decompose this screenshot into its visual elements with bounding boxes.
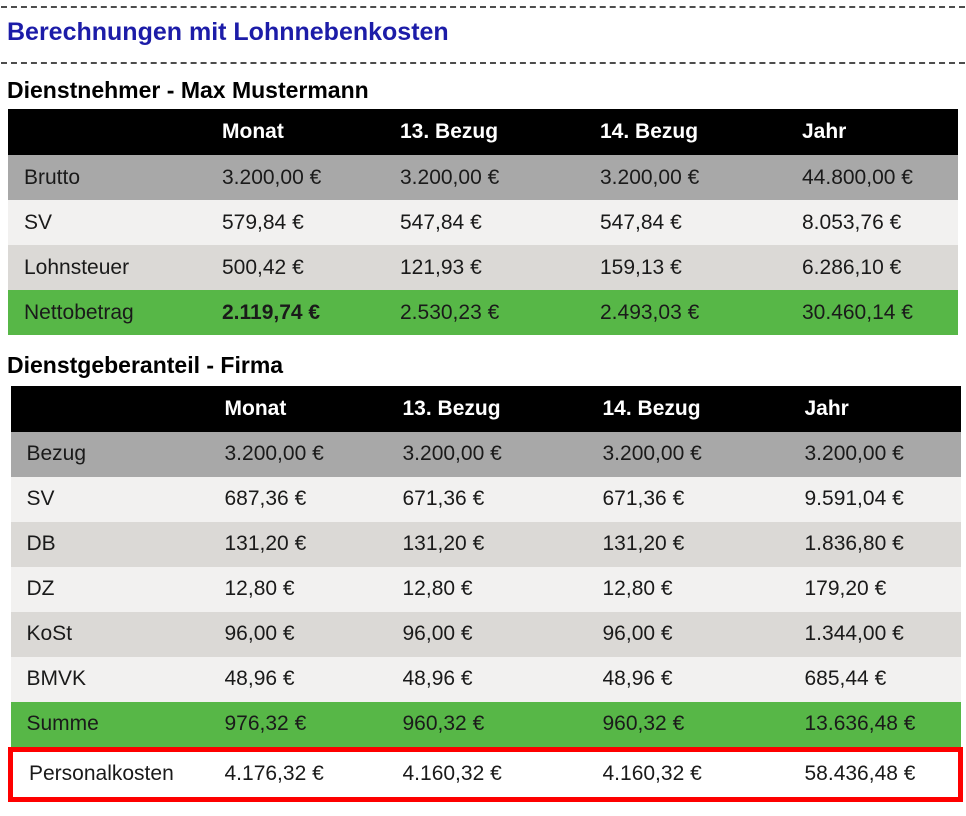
column-header-14-bezug: 14. Bezug xyxy=(586,385,789,432)
column-header-jahr: Jahr xyxy=(786,109,958,156)
cell-value: 179,20 € xyxy=(788,566,961,612)
cell-value: 671,36 € xyxy=(586,476,789,522)
cell-value: 4.160,32 € xyxy=(586,746,789,802)
cell-value: 12,80 € xyxy=(386,566,587,612)
cell-value: 8.053,76 € xyxy=(786,200,958,246)
column-header-monat: Monat xyxy=(206,109,384,156)
table-header-row: Monat 13. Bezug 14. Bezug Jahr xyxy=(10,385,961,432)
table-header-row: Monat 13. Bezug 14. Bezug Jahr xyxy=(8,109,958,156)
cell-value: 687,36 € xyxy=(208,476,387,522)
table-row-brutto: Brutto 3.200,00 €3.200,00 €3.200,00 €44.8… xyxy=(8,155,958,201)
cell-value: 121,93 € xyxy=(384,245,584,291)
cell-value: 30.460,14 € xyxy=(786,290,958,336)
cell-value: 6.286,10 € xyxy=(786,245,958,291)
cell-value: 685,44 € xyxy=(788,656,961,702)
cell-value: 131,20 € xyxy=(386,521,587,567)
table-row-nettobetrag: Nettobetrag 2.119,74 €2.530,23 €2.493,03 … xyxy=(8,290,958,336)
row-label: DZ xyxy=(10,566,209,612)
table-row-lohnsteuer: Lohnsteuer 500,42 €121,93 €159,13 €6.286,… xyxy=(8,245,958,291)
cell-value: 3.200,00 € xyxy=(584,155,786,201)
cell-value: 579,84 € xyxy=(206,200,384,246)
table-dienstnehmer: Monat 13. Bezug 14. Bezug Jahr Brutto 3.200,0… xyxy=(8,109,958,336)
row-label: Bezug xyxy=(10,431,209,477)
table-row-sv: SV 687,36 €671,36 €671,36 €9.591,04 € xyxy=(10,476,961,522)
table-dienstgeberanteil: Monat 13. Bezug 14. Bezug Jahr Bezug 3.200,00… xyxy=(8,385,963,802)
cell-value: 976,32 € xyxy=(208,701,387,750)
cell-value: 96,00 € xyxy=(586,611,789,657)
column-header-jahr: Jahr xyxy=(788,385,961,432)
table-row-bmvk: BMVK 48,96 €48,96 €48,96 €685,44 € xyxy=(10,656,961,702)
cell-value: 131,20 € xyxy=(586,521,789,567)
cell-value: 96,00 € xyxy=(386,611,587,657)
cell-value: 48,96 € xyxy=(386,656,587,702)
cell-value: 3.200,00 € xyxy=(206,155,384,201)
cell-value: 48,96 € xyxy=(208,656,387,702)
section-title-dienstgeberanteil: Dienstgeberanteil - Firma xyxy=(7,352,284,379)
column-header-empty xyxy=(10,385,209,432)
cell-value: 3.200,00 € xyxy=(208,431,387,477)
document-page: Berechnungen mit Lohnnebenkosten Dienstn… xyxy=(0,6,966,816)
cell-value: 3.200,00 € xyxy=(386,431,587,477)
cell-value: 2.530,23 € xyxy=(384,290,584,336)
table-row-sv: SV 579,84 €547,84 €547,84 €8.053,76 € xyxy=(8,200,958,246)
cell-value: 9.591,04 € xyxy=(788,476,961,522)
row-label: Nettobetrag xyxy=(8,290,206,336)
column-header-14-bezug: 14. Bezug xyxy=(584,109,786,156)
cell-value: 960,32 € xyxy=(586,701,789,750)
cell-value: 131,20 € xyxy=(208,521,387,567)
column-header-empty xyxy=(8,109,206,156)
page-title: Berechnungen mit Lohnnebenkosten xyxy=(7,18,449,46)
cell-value: 4.176,32 € xyxy=(208,746,387,802)
cell-value: 3.200,00 € xyxy=(384,155,584,201)
cell-value: 2.119,74 € xyxy=(206,290,384,336)
row-label: Personalkosten xyxy=(8,746,209,802)
cell-value: 1.836,80 € xyxy=(788,521,961,567)
cell-value: 159,13 € xyxy=(584,245,786,291)
divider-dashed-top xyxy=(1,6,965,8)
table-row-personalkosten: Personalkosten 4.176,32 €4.160,32 €4.160,… xyxy=(8,746,963,802)
cell-value: 12,80 € xyxy=(586,566,789,612)
cell-value: 4.160,32 € xyxy=(386,746,587,802)
cell-value: 2.493,03 € xyxy=(584,290,786,336)
divider-dashed-under-title xyxy=(1,61,965,64)
cell-value: 44.800,00 € xyxy=(786,155,958,201)
cell-value: 671,36 € xyxy=(386,476,587,522)
column-header-monat: Monat xyxy=(208,385,387,432)
cell-value: 960,32 € xyxy=(386,701,587,750)
cell-value: 547,84 € xyxy=(384,200,584,246)
cell-value: 3.200,00 € xyxy=(788,431,961,477)
row-label: SV xyxy=(10,476,209,522)
row-label: Lohnsteuer xyxy=(8,245,206,291)
cell-value: 13.636,48 € xyxy=(788,701,961,750)
table-row-dz: DZ 12,80 €12,80 €12,80 €179,20 € xyxy=(10,566,961,612)
row-label: SV xyxy=(8,200,206,246)
cell-value: 500,42 € xyxy=(206,245,384,291)
column-header-13-bezug: 13. Bezug xyxy=(384,109,584,156)
table-row-db: DB 131,20 €131,20 €131,20 €1.836,80 € xyxy=(10,521,961,567)
cell-value: 3.200,00 € xyxy=(586,431,789,477)
cell-value: 48,96 € xyxy=(586,656,789,702)
cell-value: 96,00 € xyxy=(208,611,387,657)
row-label: KoSt xyxy=(10,611,209,657)
cell-value: 1.344,00 € xyxy=(788,611,961,657)
table-row-bezug: Bezug 3.200,00 €3.200,00 €3.200,00 €3.200… xyxy=(10,431,961,477)
cell-value: 547,84 € xyxy=(584,200,786,246)
row-label: DB xyxy=(10,521,209,567)
cell-value: 58.436,48 € xyxy=(788,746,963,802)
table-row-summe: Summe 976,32 €960,32 €960,32 €13.636,48 € xyxy=(10,701,961,750)
row-label: BMVK xyxy=(10,656,209,702)
table-row-kost: KoSt 96,00 €96,00 €96,00 €1.344,00 € xyxy=(10,611,961,657)
row-label: Brutto xyxy=(8,155,206,201)
row-label: Summe xyxy=(10,701,209,750)
column-header-13-bezug: 13. Bezug xyxy=(386,385,587,432)
cell-value: 12,80 € xyxy=(208,566,387,612)
section-title-dienstnehmer: Dienstnehmer - Max Mustermann xyxy=(7,76,369,103)
